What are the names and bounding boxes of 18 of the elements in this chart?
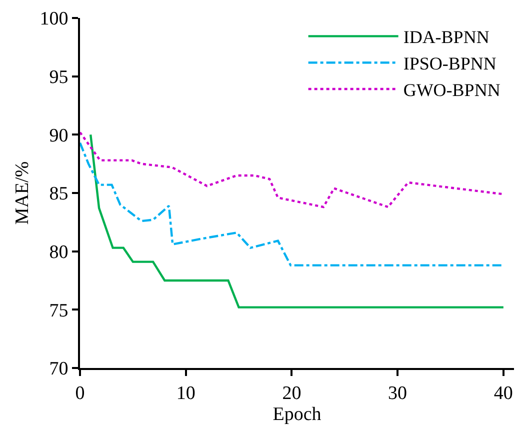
x-axis-title: Epoch bbox=[272, 404, 322, 426]
legend-label: GWO-BPNN bbox=[403, 80, 500, 100]
y-tick-label: 100 bbox=[40, 8, 68, 30]
y-tick-label: 70 bbox=[49, 358, 68, 380]
y-tick-label: 85 bbox=[49, 184, 68, 205]
y-tick-label: 75 bbox=[49, 300, 68, 322]
y-tick-label: 90 bbox=[49, 125, 68, 146]
x-tick-label: 10 bbox=[176, 382, 196, 404]
y-axis-title: MAE/% bbox=[12, 161, 34, 225]
x-tick-label: 0 bbox=[75, 382, 85, 404]
x-tick-label: 20 bbox=[282, 382, 302, 404]
y-tick-label: 95 bbox=[49, 66, 68, 88]
legend-label: IPSO-BPNN bbox=[403, 54, 496, 74]
legend-label: IDA-BPNN bbox=[403, 27, 490, 48]
x-tick-label: 30 bbox=[388, 382, 408, 404]
x-tick-label: 40 bbox=[494, 382, 513, 404]
y-tick-label: 80 bbox=[49, 242, 68, 263]
line-series bbox=[89, 134, 505, 308]
